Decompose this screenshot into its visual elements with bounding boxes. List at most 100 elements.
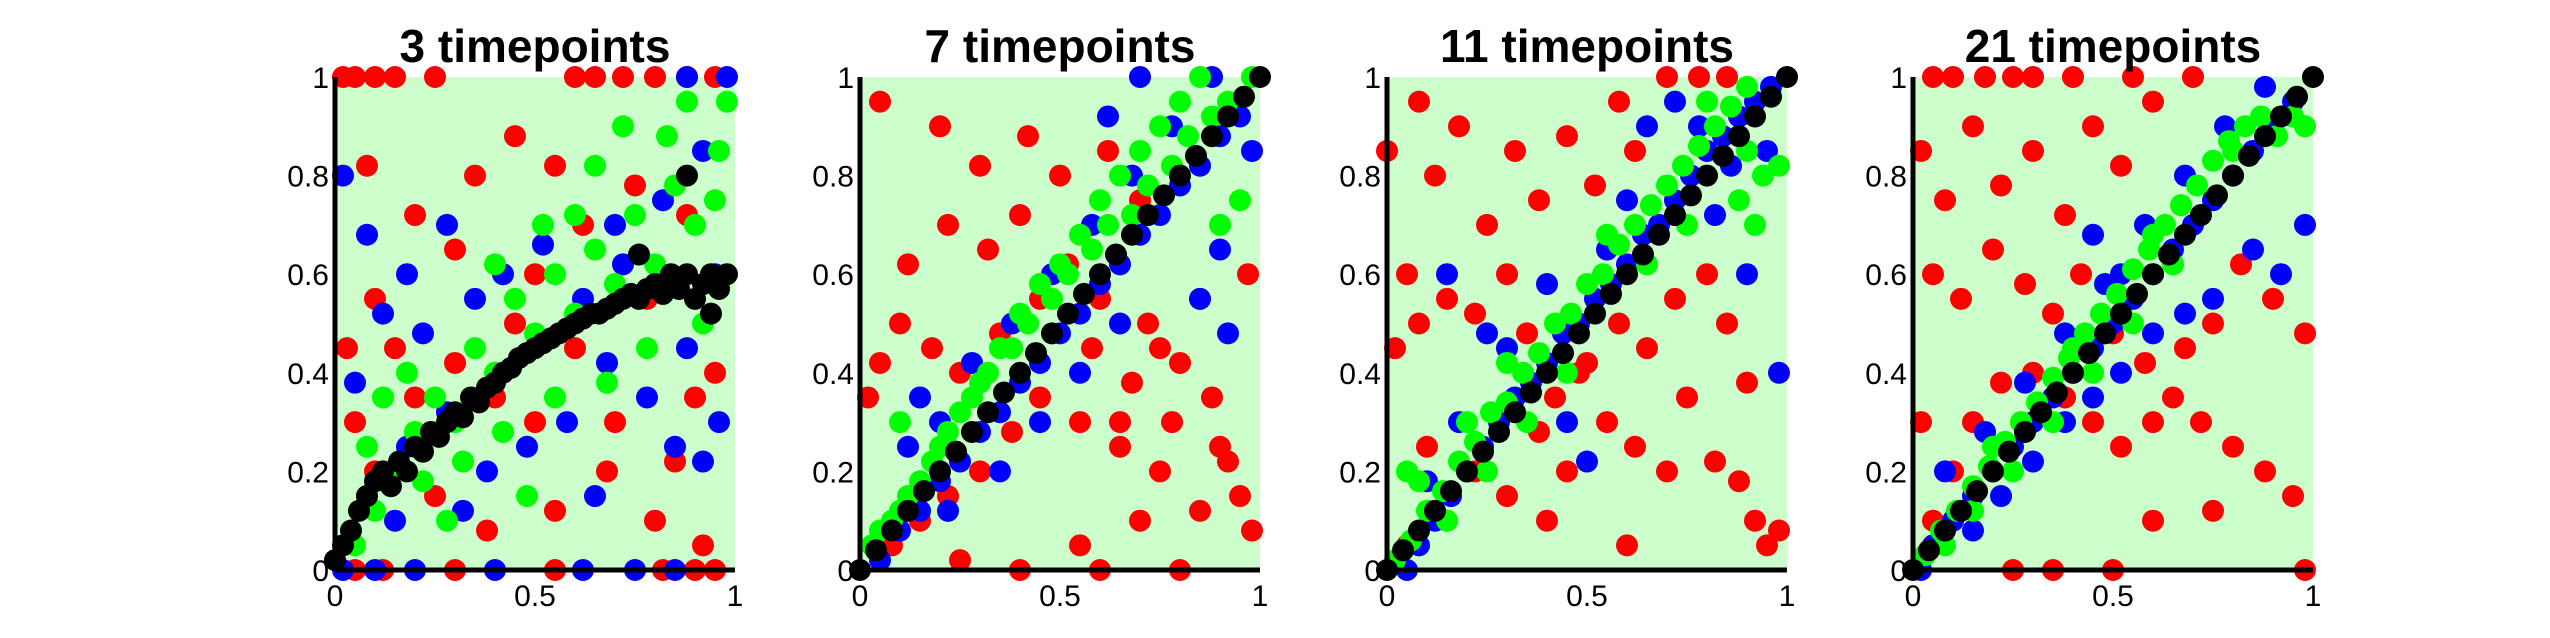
data-point-black bbox=[1536, 361, 1558, 384]
data-point-red bbox=[2134, 351, 2156, 374]
data-point-blue bbox=[1768, 361, 1790, 384]
x-tick-label: 1 bbox=[1779, 580, 1796, 613]
data-point-red bbox=[1109, 435, 1131, 458]
data-point-green bbox=[704, 189, 726, 212]
data-point-red bbox=[2042, 302, 2064, 325]
data-point-black bbox=[1584, 302, 1606, 325]
x-tick-label: 0.5 bbox=[1566, 580, 1608, 613]
data-point-red bbox=[1237, 263, 1259, 286]
data-point-red bbox=[1001, 420, 1023, 443]
data-point-green bbox=[1556, 361, 1578, 384]
data-point-green bbox=[452, 450, 474, 473]
data-point-red bbox=[424, 66, 446, 88]
data-point-green bbox=[1149, 115, 1171, 138]
data-point-black bbox=[1169, 164, 1191, 187]
data-point-black bbox=[913, 480, 935, 503]
data-point-blue bbox=[652, 189, 674, 212]
y-tick-label: 0.8 bbox=[1339, 161, 1381, 194]
data-point-green bbox=[2142, 223, 2164, 246]
data-point-red bbox=[969, 460, 991, 483]
data-point-red bbox=[1129, 509, 1151, 532]
data-point-black bbox=[1057, 302, 1079, 325]
data-point-red bbox=[1169, 351, 1191, 374]
data-point-red bbox=[1097, 139, 1119, 162]
panel-title: 21 timepoints bbox=[1965, 20, 2262, 72]
data-point-green bbox=[1229, 189, 1251, 212]
data-point-blue bbox=[716, 66, 738, 88]
scatter-panel-4: 0 0.5 1 0 0.2 0.4 0.6 0.8 1 21 timepoints bbox=[1865, 20, 2324, 613]
data-point-green bbox=[1396, 460, 1418, 483]
data-point-green bbox=[1688, 135, 1710, 158]
data-point-blue bbox=[2254, 75, 2276, 98]
data-point-black bbox=[396, 460, 418, 483]
data-point-blue bbox=[2022, 450, 2044, 473]
data-point-black bbox=[1153, 184, 1175, 207]
data-point-green bbox=[612, 115, 634, 138]
data-point-blue bbox=[1209, 238, 1231, 261]
data-point-black bbox=[1392, 539, 1414, 562]
x-tick-label: 0.5 bbox=[514, 580, 556, 613]
data-point-black bbox=[2126, 282, 2148, 305]
data-point-red bbox=[504, 125, 526, 148]
data-point-green bbox=[544, 263, 566, 286]
data-point-black bbox=[2062, 361, 2084, 384]
data-point-red bbox=[1624, 139, 1646, 162]
data-point-red bbox=[1974, 66, 1996, 88]
data-point-black bbox=[2142, 263, 2164, 286]
data-point-green bbox=[1189, 66, 1211, 88]
data-point-black bbox=[2302, 66, 2324, 88]
y-tick-label: 0.2 bbox=[1865, 456, 1907, 489]
data-point-black bbox=[1520, 381, 1542, 404]
data-point-red bbox=[1696, 263, 1718, 286]
data-point-green bbox=[356, 435, 378, 458]
data-point-green bbox=[516, 485, 538, 508]
data-point-black bbox=[1632, 243, 1654, 266]
data-point-black bbox=[2046, 381, 2068, 404]
data-point-red bbox=[869, 351, 891, 374]
data-point-black bbox=[1728, 125, 1750, 148]
y-tick-label: 0.8 bbox=[1865, 161, 1907, 194]
data-point-red bbox=[1209, 435, 1231, 458]
data-point-black bbox=[1456, 460, 1478, 483]
data-point-red bbox=[1049, 164, 1071, 187]
data-point-green bbox=[564, 204, 586, 227]
data-point-green bbox=[484, 253, 506, 276]
data-point-red bbox=[1744, 509, 1766, 532]
data-point-red bbox=[1676, 386, 1698, 409]
data-point-red bbox=[444, 351, 466, 374]
data-point-black bbox=[1025, 342, 1047, 365]
y-tick-label: 0.2 bbox=[1339, 456, 1381, 489]
data-point-red bbox=[1608, 312, 1630, 335]
data-point-red bbox=[644, 66, 666, 88]
data-point-green bbox=[1476, 460, 1498, 483]
data-point-black bbox=[1408, 519, 1430, 542]
data-point-black bbox=[2094, 322, 2116, 345]
data-point-blue bbox=[1217, 322, 1239, 345]
data-point-blue bbox=[636, 386, 658, 409]
y-tick-label: 0 bbox=[312, 555, 329, 588]
data-point-red bbox=[1688, 66, 1710, 88]
data-point-green bbox=[684, 213, 706, 236]
data-point-red bbox=[1149, 337, 1171, 360]
data-point-green bbox=[2202, 149, 2224, 172]
data-point-green bbox=[2002, 460, 2024, 483]
data-point-blue bbox=[1436, 263, 1458, 286]
data-point-green bbox=[1029, 273, 1051, 296]
data-point-black bbox=[1185, 144, 1207, 167]
data-point-blue bbox=[344, 371, 366, 394]
data-point-red bbox=[2162, 386, 2184, 409]
data-point-green bbox=[2106, 282, 2128, 305]
data-point-red bbox=[2174, 337, 2196, 360]
data-point-blue bbox=[372, 302, 394, 325]
data-point-black bbox=[1982, 460, 2004, 483]
data-point-red bbox=[2190, 411, 2212, 434]
data-point-red bbox=[612, 66, 634, 88]
data-point-black bbox=[1105, 243, 1127, 266]
data-point-red bbox=[2142, 411, 2164, 434]
data-point-black bbox=[1776, 66, 1798, 88]
data-point-black bbox=[1009, 361, 1031, 384]
data-point-red bbox=[1768, 519, 1790, 542]
data-point-red bbox=[1756, 534, 1778, 557]
data-point-blue bbox=[2202, 287, 2224, 310]
data-point-red bbox=[1544, 386, 1566, 409]
